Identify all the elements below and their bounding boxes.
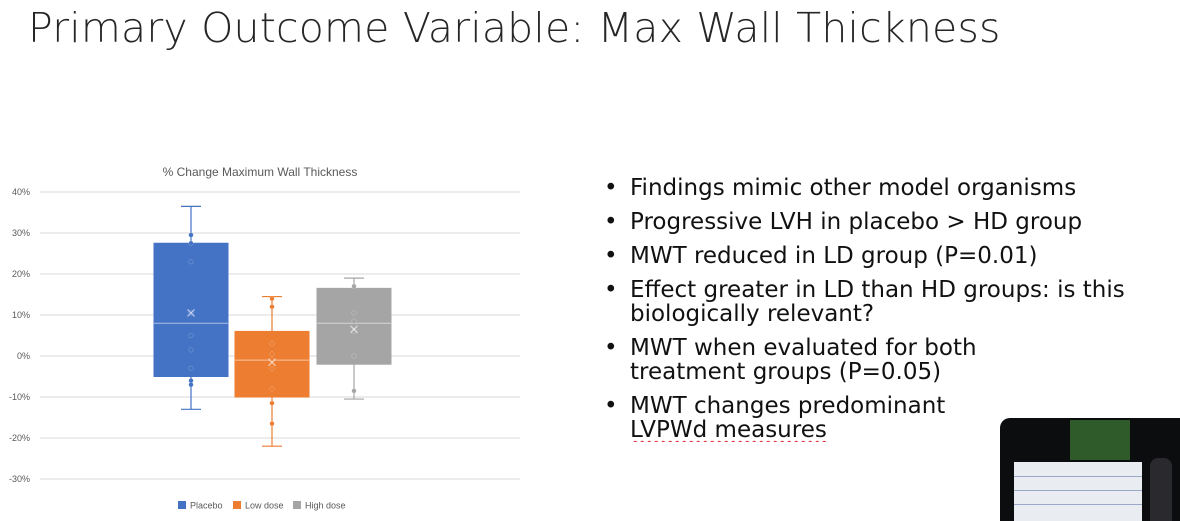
legend: Placebo Low dose High dose <box>178 501 346 511</box>
bullet-text: MWT changes predominant <box>630 394 946 419</box>
chart-title: % Change Maximum Wall Thickness <box>163 165 358 179</box>
data-point <box>269 351 275 357</box>
y-tick-label: -30% <box>9 474 30 484</box>
bullet-text: MWT when evaluated for both treatment gr… <box>630 335 977 385</box>
legend-label: Low dose <box>245 501 284 511</box>
stage-backdrop <box>1070 420 1130 460</box>
box-1 <box>153 205 229 410</box>
boxes <box>153 205 392 447</box>
findings-list: Findings mimic other model organisms Pro… <box>604 176 1150 452</box>
bullet-4: Effect greater in LD than HD groups: is … <box>604 278 1150 326</box>
legend-label: High dose <box>305 501 346 511</box>
mean-marker <box>350 325 358 334</box>
projected-slide <box>1014 462 1142 521</box>
y-tick-label: 20% <box>12 269 30 279</box>
data-point <box>269 400 275 406</box>
bullet-text: Effect greater in LD than HD groups: is … <box>630 277 1125 327</box>
bullet-text-line2: LVPWd measures <box>630 417 827 442</box>
speaker-video-thumbnail[interactable] <box>1000 418 1180 521</box>
legend-swatch <box>233 501 241 509</box>
data-point <box>269 421 275 427</box>
data-point <box>351 310 357 316</box>
box-2 <box>234 295 310 447</box>
data-point <box>188 365 194 371</box>
bullet-text: Progressive LVH in placebo > HD group <box>630 209 1083 235</box>
data-point <box>351 388 357 394</box>
box-rect <box>316 287 392 365</box>
legend-swatch <box>178 501 186 509</box>
bullet-1: Findings mimic other model organisms <box>604 176 1150 200</box>
data-point <box>269 304 275 310</box>
data-point <box>351 318 357 324</box>
data-point <box>269 341 275 347</box>
data-point <box>351 353 357 359</box>
mean-marker <box>187 309 195 317</box>
bullet-5: MWT when evaluated for both treatment gr… <box>604 336 1060 384</box>
y-axis-ticks: 40% 30% 20% 10% 0% -10% -20% -30% <box>9 187 30 484</box>
bullet-2: Progressive LVH in placebo > HD group <box>604 210 1150 234</box>
data-point <box>188 259 194 265</box>
data-point <box>269 386 275 392</box>
y-tick-label: -20% <box>9 433 30 443</box>
legend-swatch <box>293 501 301 509</box>
slide-title: Primary Outcome Variable: Max Wall Thick… <box>28 4 1001 52</box>
data-point <box>351 283 357 289</box>
mean-stroke <box>268 358 276 367</box>
mean-marker <box>268 358 276 367</box>
box-3 <box>316 277 392 400</box>
mean-stroke <box>187 309 195 317</box>
data-point <box>188 232 194 238</box>
data-point <box>188 332 194 339</box>
y-tick-label: -10% <box>9 392 30 402</box>
data-point <box>188 240 194 246</box>
legend-label: Placebo <box>190 501 223 511</box>
data-point <box>188 347 194 353</box>
mean-stroke <box>350 325 358 334</box>
table-line <box>1014 490 1142 491</box>
y-tick-label: 10% <box>12 310 30 320</box>
bullet-6: MWT changes predominant LVPWd measures <box>604 394 1020 442</box>
y-tick-label: 30% <box>12 228 30 238</box>
table-line <box>1014 504 1142 505</box>
data-point <box>188 382 194 388</box>
y-tick-label: 0% <box>17 351 30 361</box>
box-plot-chart: % Change Maximum Wall Thickness 40% 30% 20… <box>9 165 520 511</box>
y-tick-label: 40% <box>12 187 30 197</box>
bullet-3: MWT reduced in LD group (P=0.01) <box>604 244 1150 268</box>
bullet-text: MWT reduced in LD group (P=0.01) <box>630 243 1038 269</box>
bullet-text: Findings mimic other model organisms <box>630 175 1077 201</box>
data-point <box>269 365 275 371</box>
presenter-figure <box>1150 458 1172 521</box>
data-point <box>269 296 275 302</box>
table-line <box>1014 476 1142 477</box>
box-rect <box>153 242 229 377</box>
